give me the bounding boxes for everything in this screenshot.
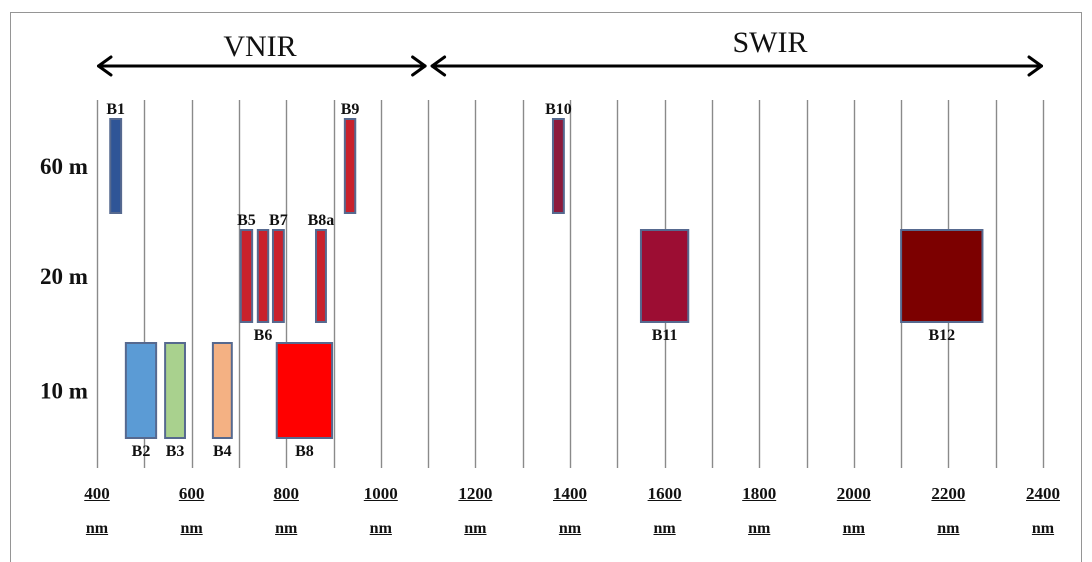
band-b6-bar bbox=[256, 229, 270, 323]
resolution-row: 10 m B2 B3 B4 B8 bbox=[40, 342, 334, 460]
band-b2-label: B2 bbox=[132, 443, 151, 460]
arrowhead-right-icon bbox=[411, 55, 427, 77]
band-b8a-label: B8a bbox=[308, 212, 335, 229]
figure-frame bbox=[10, 12, 1082, 562]
wavelength-unit-label: nm bbox=[1031, 520, 1055, 537]
wavelength-tick-label: 400 bbox=[84, 484, 110, 503]
wavelength-unit-label: nm bbox=[842, 520, 865, 537]
band-b5-label: B5 bbox=[237, 212, 256, 229]
band-b9-bar bbox=[343, 118, 357, 214]
wavelength-unit-label: nm bbox=[85, 520, 109, 537]
range-arrow bbox=[97, 55, 427, 77]
arrowhead-left-icon bbox=[97, 55, 113, 77]
resolution-row: 60 m B1 B9 B10 bbox=[40, 101, 572, 214]
vnir-label: VNIR bbox=[223, 30, 296, 63]
arrowhead-left-icon bbox=[430, 55, 447, 77]
wavelength-tick-label: 1400 bbox=[553, 484, 587, 503]
wavelength-unit-label: nm bbox=[937, 520, 960, 537]
wavelength-tick-label: 1000 bbox=[363, 484, 398, 503]
band-b12-label: B12 bbox=[928, 327, 955, 344]
resolution-label: 20 m bbox=[40, 264, 88, 289]
wavelength-tick-label: 2200 bbox=[931, 484, 966, 503]
band-b11-label: B11 bbox=[652, 327, 678, 344]
wavelength-unit-label: nm bbox=[180, 520, 203, 537]
wavelength-unit-label: nm bbox=[558, 520, 582, 537]
wavelength-unit-label: nm bbox=[748, 520, 771, 537]
band-b10-bar bbox=[551, 118, 565, 214]
band-b6-label: B6 bbox=[254, 327, 273, 344]
swir-label: SWIR bbox=[733, 26, 808, 59]
band-b9-label: B9 bbox=[341, 101, 360, 118]
band-b5-bar bbox=[239, 229, 254, 323]
band-b7-label: B7 bbox=[269, 212, 288, 229]
range-arrow bbox=[430, 55, 1043, 77]
band-b10-label: B10 bbox=[545, 101, 572, 118]
band-b3-label: B3 bbox=[166, 443, 185, 460]
resolution-label: 60 m bbox=[40, 154, 88, 179]
wavelength-tick-label: 2000 bbox=[836, 484, 871, 503]
wavelength-unit-label: nm bbox=[369, 520, 392, 537]
band-b8-label: B8 bbox=[295, 443, 314, 460]
resolution-label: 10 m bbox=[40, 379, 88, 404]
band-b1-bar bbox=[109, 118, 123, 214]
band-b11-bar bbox=[639, 229, 690, 323]
wavelength-tick-label: 1800 bbox=[742, 484, 777, 503]
band-b4-label: B4 bbox=[213, 443, 232, 460]
band-b4-bar bbox=[211, 342, 233, 439]
wavelength-tick-label: 1600 bbox=[647, 484, 682, 503]
band-b3-bar bbox=[164, 342, 186, 439]
wavelength-tick-label: 2400 bbox=[1026, 484, 1060, 503]
wavelength-unit-label: nm bbox=[275, 520, 298, 537]
wavelength-tick-label: 1200 bbox=[458, 484, 493, 503]
spectral-range-arrows bbox=[97, 55, 1043, 77]
band-b7-bar bbox=[271, 229, 285, 323]
band-b12-bar bbox=[900, 229, 984, 323]
band-b2-bar bbox=[124, 342, 158, 439]
wavelength-tick-label: 600 bbox=[178, 484, 205, 503]
wavelength-unit-label: nm bbox=[653, 520, 676, 537]
wavelength-tick-label: 800 bbox=[273, 484, 299, 503]
band-b8-bar bbox=[275, 342, 334, 439]
resolution-rows: 60 m B1 B9 B10 20 m B5 B6 B7 B8a B11 B12 10 m B2 B3 B4… bbox=[40, 101, 984, 460]
wavelength-unit-label: nm bbox=[464, 520, 487, 537]
arrowhead-right-icon bbox=[1027, 55, 1043, 77]
resolution-row: 20 m B5 B6 B7 B8a B11 B12 bbox=[40, 212, 984, 344]
band-b1-label: B1 bbox=[106, 101, 125, 118]
band-b8a-bar bbox=[314, 229, 327, 323]
